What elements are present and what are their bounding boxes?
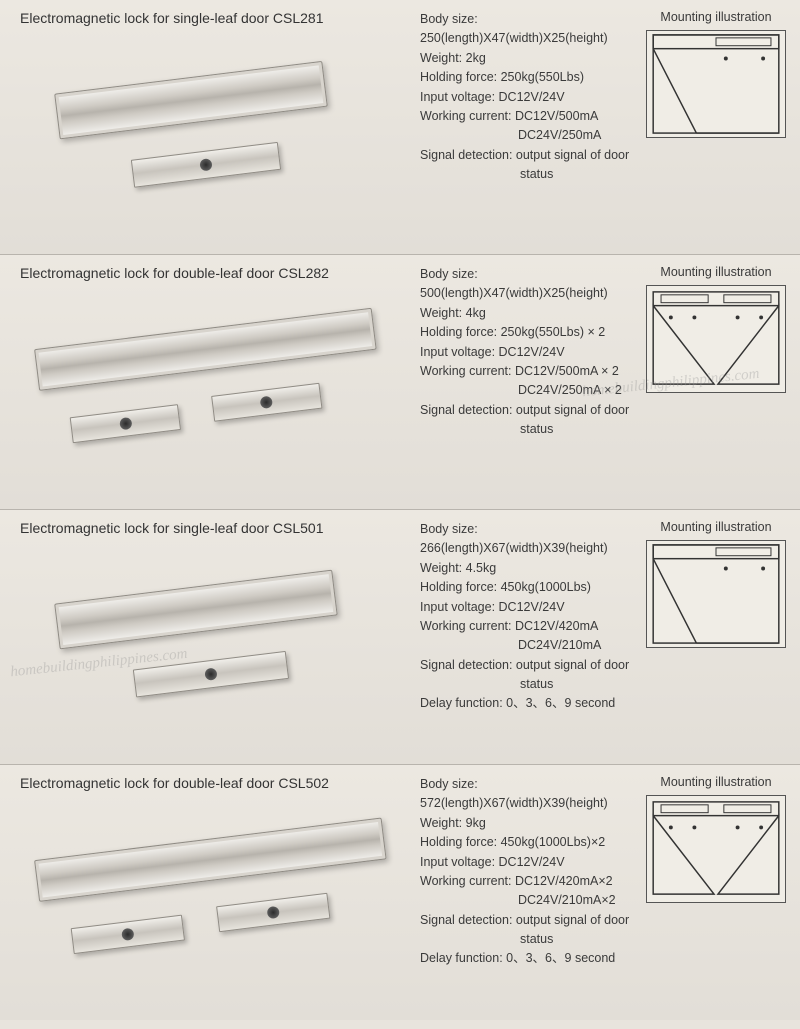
mounting-label: Mounting illustration bbox=[646, 520, 786, 534]
spec-signal-detection-2: status bbox=[420, 165, 636, 184]
product-catalog: Electromagnetic lock for single-leaf doo… bbox=[0, 0, 800, 1020]
product-image bbox=[20, 544, 402, 756]
product-specs: Body size: 266(length)X67(width)X39(heig… bbox=[420, 520, 636, 756]
spec-input-voltage: Input voltage: DC12V/24V bbox=[420, 88, 636, 107]
spec-working-current: Working current: DC12V/420mA×2 bbox=[420, 872, 636, 891]
mounting-illustration: Mounting illustration bbox=[646, 10, 786, 246]
spec-working-current-2: DC24V/210mA×2 bbox=[420, 891, 636, 910]
product-right: Body size: 266(length)X67(width)X39(heig… bbox=[410, 510, 800, 764]
spec-body-size-label: Body size: bbox=[420, 265, 636, 284]
spec-working-current-2: DC24V/210mA bbox=[420, 636, 636, 655]
product-right: Body size: 250(length)X47(width)X25(heig… bbox=[410, 0, 800, 254]
product-image bbox=[20, 34, 402, 246]
spec-body-size-label: Body size: bbox=[420, 520, 636, 539]
spec-input-voltage: Input voltage: DC12V/24V bbox=[420, 853, 636, 872]
spec-signal-detection: Signal detection: output signal of door bbox=[420, 911, 636, 930]
product-row: Electromagnetic lock for double-leaf doo… bbox=[0, 255, 800, 510]
spec-holding-force: Holding force: 450kg(1000Lbs) bbox=[420, 578, 636, 597]
mounting-diagram bbox=[646, 30, 786, 138]
product-image bbox=[20, 289, 402, 501]
spec-body-size-label: Body size: bbox=[420, 10, 636, 29]
spec-signal-detection: Signal detection: output signal of door bbox=[420, 656, 636, 675]
spec-input-voltage: Input voltage: DC12V/24V bbox=[420, 343, 636, 362]
spec-working-current: Working current: DC12V/420mA bbox=[420, 617, 636, 636]
product-left: Electromagnetic lock for single-leaf doo… bbox=[0, 510, 410, 764]
spec-working-current-2: DC24V/250mA bbox=[420, 126, 636, 145]
spec-delay: Delay function: 0、3、6、9 second bbox=[420, 694, 636, 713]
product-right: Body size: 572(length)X67(width)X39(heig… bbox=[410, 765, 800, 1020]
product-title: Electromagnetic lock for double-leaf doo… bbox=[20, 775, 402, 791]
spec-weight: Weight: 4.5kg bbox=[420, 559, 636, 578]
product-specs: Body size: 500(length)X47(width)X25(heig… bbox=[420, 265, 636, 501]
spec-working-current: Working current: DC12V/500mA × 2 bbox=[420, 362, 636, 381]
product-row: Electromagnetic lock for single-leaf doo… bbox=[0, 510, 800, 765]
mounting-illustration: Mounting illustration bbox=[646, 265, 786, 501]
spec-weight: Weight: 9kg bbox=[420, 814, 636, 833]
product-image bbox=[20, 799, 402, 1012]
product-left: Electromagnetic lock for single-leaf doo… bbox=[0, 0, 410, 254]
product-specs: Body size: 250(length)X47(width)X25(heig… bbox=[420, 10, 636, 246]
mounting-label: Mounting illustration bbox=[646, 10, 786, 24]
spec-working-current-2: DC24V/250mA × 2 bbox=[420, 381, 636, 400]
mounting-label: Mounting illustration bbox=[646, 265, 786, 279]
mounting-label: Mounting illustration bbox=[646, 775, 786, 789]
spec-weight: Weight: 2kg bbox=[420, 49, 636, 68]
spec-working-current: Working current: DC12V/500mA bbox=[420, 107, 636, 126]
product-left: Electromagnetic lock for double-leaf doo… bbox=[0, 765, 410, 1020]
spec-delay: Delay function: 0、3、6、9 second bbox=[420, 949, 636, 968]
product-row: Electromagnetic lock for single-leaf doo… bbox=[0, 0, 800, 255]
spec-body-size: 500(length)X47(width)X25(height) bbox=[420, 284, 636, 303]
mounting-diagram bbox=[646, 540, 786, 648]
spec-input-voltage: Input voltage: DC12V/24V bbox=[420, 598, 636, 617]
mounting-illustration: Mounting illustration bbox=[646, 775, 786, 1012]
spec-weight: Weight: 4kg bbox=[420, 304, 636, 323]
product-title: Electromagnetic lock for double-leaf doo… bbox=[20, 265, 402, 281]
spec-holding-force: Holding force: 250kg(550Lbs) bbox=[420, 68, 636, 87]
spec-body-size: 250(length)X47(width)X25(height) bbox=[420, 29, 636, 48]
spec-signal-detection-2: status bbox=[420, 930, 636, 949]
spec-holding-force: Holding force: 250kg(550Lbs) × 2 bbox=[420, 323, 636, 342]
product-right: Body size: 500(length)X47(width)X25(heig… bbox=[410, 255, 800, 509]
spec-signal-detection: Signal detection: output signal of door bbox=[420, 146, 636, 165]
product-row: Electromagnetic lock for double-leaf doo… bbox=[0, 765, 800, 1020]
mounting-diagram bbox=[646, 795, 786, 903]
spec-signal-detection: Signal detection: output signal of door bbox=[420, 401, 636, 420]
product-title: Electromagnetic lock for single-leaf doo… bbox=[20, 520, 402, 536]
spec-body-size-label: Body size: bbox=[420, 775, 636, 794]
product-left: Electromagnetic lock for double-leaf doo… bbox=[0, 255, 410, 509]
mounting-diagram bbox=[646, 285, 786, 393]
product-specs: Body size: 572(length)X67(width)X39(heig… bbox=[420, 775, 636, 1012]
spec-signal-detection-2: status bbox=[420, 675, 636, 694]
spec-body-size: 266(length)X67(width)X39(height) bbox=[420, 539, 636, 558]
spec-signal-detection-2: status bbox=[420, 420, 636, 439]
spec-body-size: 572(length)X67(width)X39(height) bbox=[420, 794, 636, 813]
spec-holding-force: Holding force: 450kg(1000Lbs)×2 bbox=[420, 833, 636, 852]
mounting-illustration: Mounting illustration bbox=[646, 520, 786, 756]
product-title: Electromagnetic lock for single-leaf doo… bbox=[20, 10, 402, 26]
